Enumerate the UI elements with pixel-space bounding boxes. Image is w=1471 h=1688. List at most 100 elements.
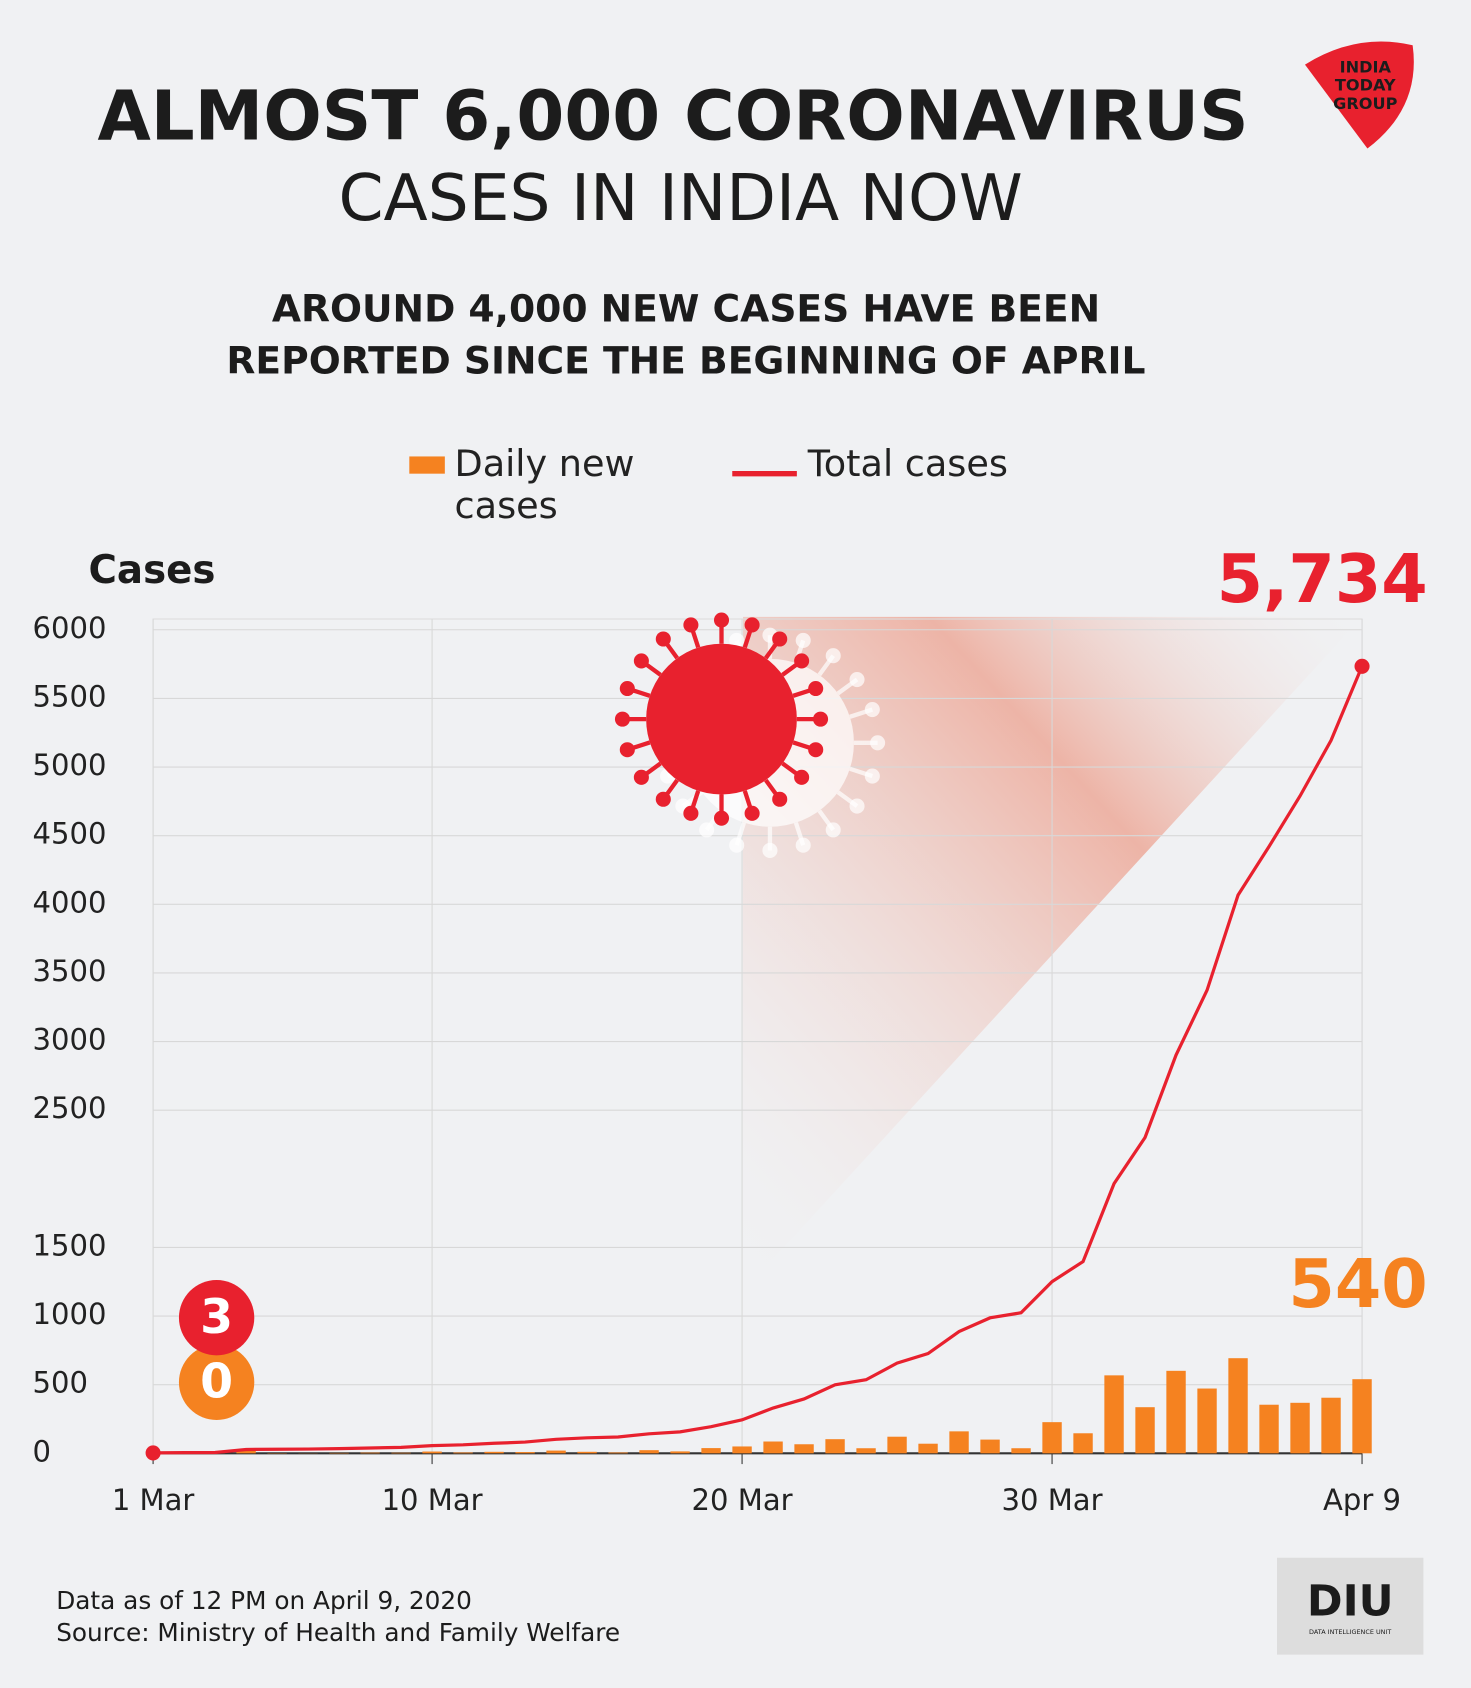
- bar: [1197, 1388, 1217, 1454]
- virus-spike: [729, 632, 745, 648]
- legend-label: Total cases: [807, 443, 1008, 486]
- point: [1354, 658, 1370, 674]
- bar: [236, 1450, 256, 1454]
- bar: [1104, 1375, 1124, 1454]
- bar: [515, 1452, 535, 1454]
- logo-text: TODAY: [1335, 76, 1396, 95]
- y-tick-label: 2500: [33, 1091, 107, 1125]
- label-badge: [178, 1279, 255, 1356]
- legend-swatch: [409, 456, 445, 474]
- virus-spike: [870, 735, 886, 751]
- bar: [1290, 1402, 1310, 1454]
- bar: [732, 1446, 752, 1454]
- virus-spike: [619, 742, 635, 758]
- virus-spike: [633, 653, 649, 669]
- x-tick-label: 10 Mar: [382, 1483, 483, 1517]
- title: ALMOST 6,000 CORONAVIRUS: [97, 77, 1248, 157]
- y-tick-label: 5500: [33, 679, 107, 713]
- virus-spike: [713, 612, 730, 628]
- y-tick-label: 4500: [33, 817, 107, 851]
- virus-spike: [744, 617, 760, 633]
- bar: [422, 1451, 442, 1454]
- virus-spike: [729, 837, 745, 853]
- subtitle: AROUND 4,000 NEW CASES HAVE BEEN: [272, 287, 1100, 331]
- virus-spike: [744, 805, 760, 821]
- virus-spike: [795, 632, 811, 648]
- logo-shape: [1304, 41, 1414, 149]
- point: [145, 1445, 161, 1461]
- bar: [391, 1452, 411, 1454]
- bar: [453, 1452, 473, 1454]
- line: [153, 665, 1364, 1455]
- x-tick-label: Apr 9: [1323, 1483, 1401, 1517]
- y-tick-label: 3500: [33, 954, 107, 988]
- bar: [763, 1441, 783, 1454]
- y-tick-label: 3000: [33, 1023, 107, 1057]
- y-tick-label: 6000: [33, 611, 107, 645]
- bar: [918, 1443, 938, 1454]
- bar: [980, 1439, 1000, 1454]
- bar: [1042, 1422, 1062, 1454]
- virus-spike: [849, 798, 865, 814]
- bar: [887, 1436, 907, 1454]
- logo-text: DATA INTELLIGENCE UNIT: [1309, 1628, 1391, 1636]
- bar: [856, 1448, 876, 1454]
- virus-spike: [864, 702, 880, 718]
- footnote: Source: Ministry of Health and Family We…: [56, 1618, 620, 1647]
- bar: [794, 1444, 814, 1454]
- virus-spike: [864, 768, 880, 784]
- bar: [484, 1451, 504, 1454]
- grid: [152, 618, 1363, 1454]
- legend-label: Daily new cases: [454, 443, 635, 528]
- logo-text: DIU: [1307, 1577, 1394, 1627]
- x-tick-label: 20 Mar: [692, 1483, 793, 1517]
- logo-text: GROUP: [1333, 94, 1397, 113]
- virus-spike: [762, 842, 778, 858]
- bar: [1321, 1397, 1341, 1454]
- y-tick-label: 1500: [33, 1228, 107, 1262]
- subtitle: REPORTED SINCE THE BEGINNING OF APRIL: [226, 338, 1145, 382]
- virus-spike: [794, 769, 810, 785]
- virus-spike: [808, 680, 824, 697]
- logo-box: [1276, 1557, 1424, 1655]
- virus-spike: [713, 810, 730, 826]
- virus-spike: [699, 822, 715, 838]
- y-tick-label: 4000: [33, 885, 107, 919]
- x-tick-label: 30 Mar: [1002, 1483, 1103, 1517]
- data-label: 0: [200, 1354, 233, 1409]
- y-tick-label: 0: [33, 1434, 51, 1468]
- footnote: Data as of 12 PM on April 9, 2020: [56, 1586, 472, 1615]
- bar: [546, 1450, 566, 1454]
- title: CASES IN INDIA NOW: [338, 161, 1022, 236]
- bar: [825, 1439, 845, 1454]
- virus-spike: [683, 805, 699, 821]
- bar: [949, 1431, 969, 1454]
- legend-item: Total cases: [807, 443, 1008, 486]
- bar: [577, 1451, 597, 1454]
- bar: [1228, 1358, 1248, 1454]
- bar: [608, 1452, 628, 1454]
- bar: [360, 1452, 380, 1454]
- data-label: 5,734: [1217, 540, 1428, 618]
- bar: [1011, 1448, 1031, 1454]
- y-axis-label: Cases: [89, 548, 216, 593]
- y-tick-label: 1000: [33, 1297, 107, 1331]
- data-label: 540: [1288, 1245, 1427, 1323]
- virus-spike: [683, 617, 699, 633]
- virus-spike: [794, 653, 810, 669]
- bar: [1352, 1379, 1372, 1454]
- virus-spike: [808, 742, 824, 758]
- bar: [1073, 1433, 1093, 1454]
- legend-item: Daily new cases: [454, 443, 635, 528]
- virus-body: [646, 643, 797, 795]
- bar: [701, 1448, 721, 1454]
- virus-spike: [849, 671, 865, 688]
- virus-icon: [614, 612, 886, 858]
- bar: [1166, 1370, 1186, 1454]
- virus-spike: [614, 711, 630, 727]
- bar: [1135, 1407, 1155, 1454]
- logo-text: INDIA: [1340, 57, 1392, 76]
- virus-spike: [813, 711, 829, 727]
